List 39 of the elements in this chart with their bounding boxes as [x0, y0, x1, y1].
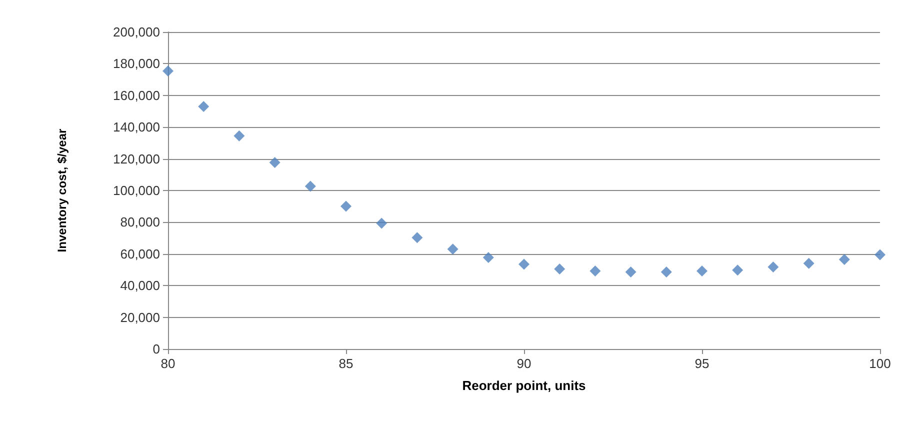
point — [518, 258, 530, 270]
point — [625, 266, 636, 278]
point — [874, 249, 886, 260]
point — [732, 264, 744, 276]
x-tick-label: 85 — [338, 356, 354, 371]
y-tick-label: 200,000 — [113, 24, 160, 40]
point — [803, 258, 814, 269]
point — [447, 244, 458, 255]
y-tick-label: 60,000 — [120, 246, 160, 262]
point — [234, 130, 245, 142]
x-tick-label: 90 — [516, 356, 532, 371]
y-tick-label: 160,000 — [113, 88, 160, 103]
x-tick-label: 80 — [160, 356, 176, 371]
x-tick-label: 95 — [694, 356, 710, 371]
y-tick-label: 0 — [152, 342, 160, 356]
point — [269, 156, 280, 168]
y-tick-label: 100,000 — [113, 183, 160, 198]
point — [768, 262, 779, 273]
x-axis-title: Reorder point, units — [462, 378, 586, 393]
y-tick-label: 20,000 — [120, 310, 160, 325]
point — [162, 65, 174, 76]
point — [340, 200, 352, 212]
point — [412, 232, 423, 244]
y-tick-label: 180,000 — [113, 56, 160, 72]
point — [590, 266, 601, 277]
y-tick-label: 120,000 — [113, 151, 160, 166]
point — [554, 263, 566, 274]
point — [376, 218, 388, 229]
point — [198, 100, 210, 112]
y-tick-label: 80,000 — [120, 214, 160, 230]
y-tick-label: 40,000 — [120, 278, 160, 294]
point — [304, 180, 316, 192]
point — [838, 254, 850, 265]
point — [660, 266, 672, 278]
point — [482, 252, 494, 264]
y-axis-title: Inventory cost, $/year — [55, 128, 69, 252]
x-tick-label: 100 — [869, 356, 891, 371]
y-tick-label: 140,000 — [113, 120, 160, 135]
point — [696, 266, 708, 277]
